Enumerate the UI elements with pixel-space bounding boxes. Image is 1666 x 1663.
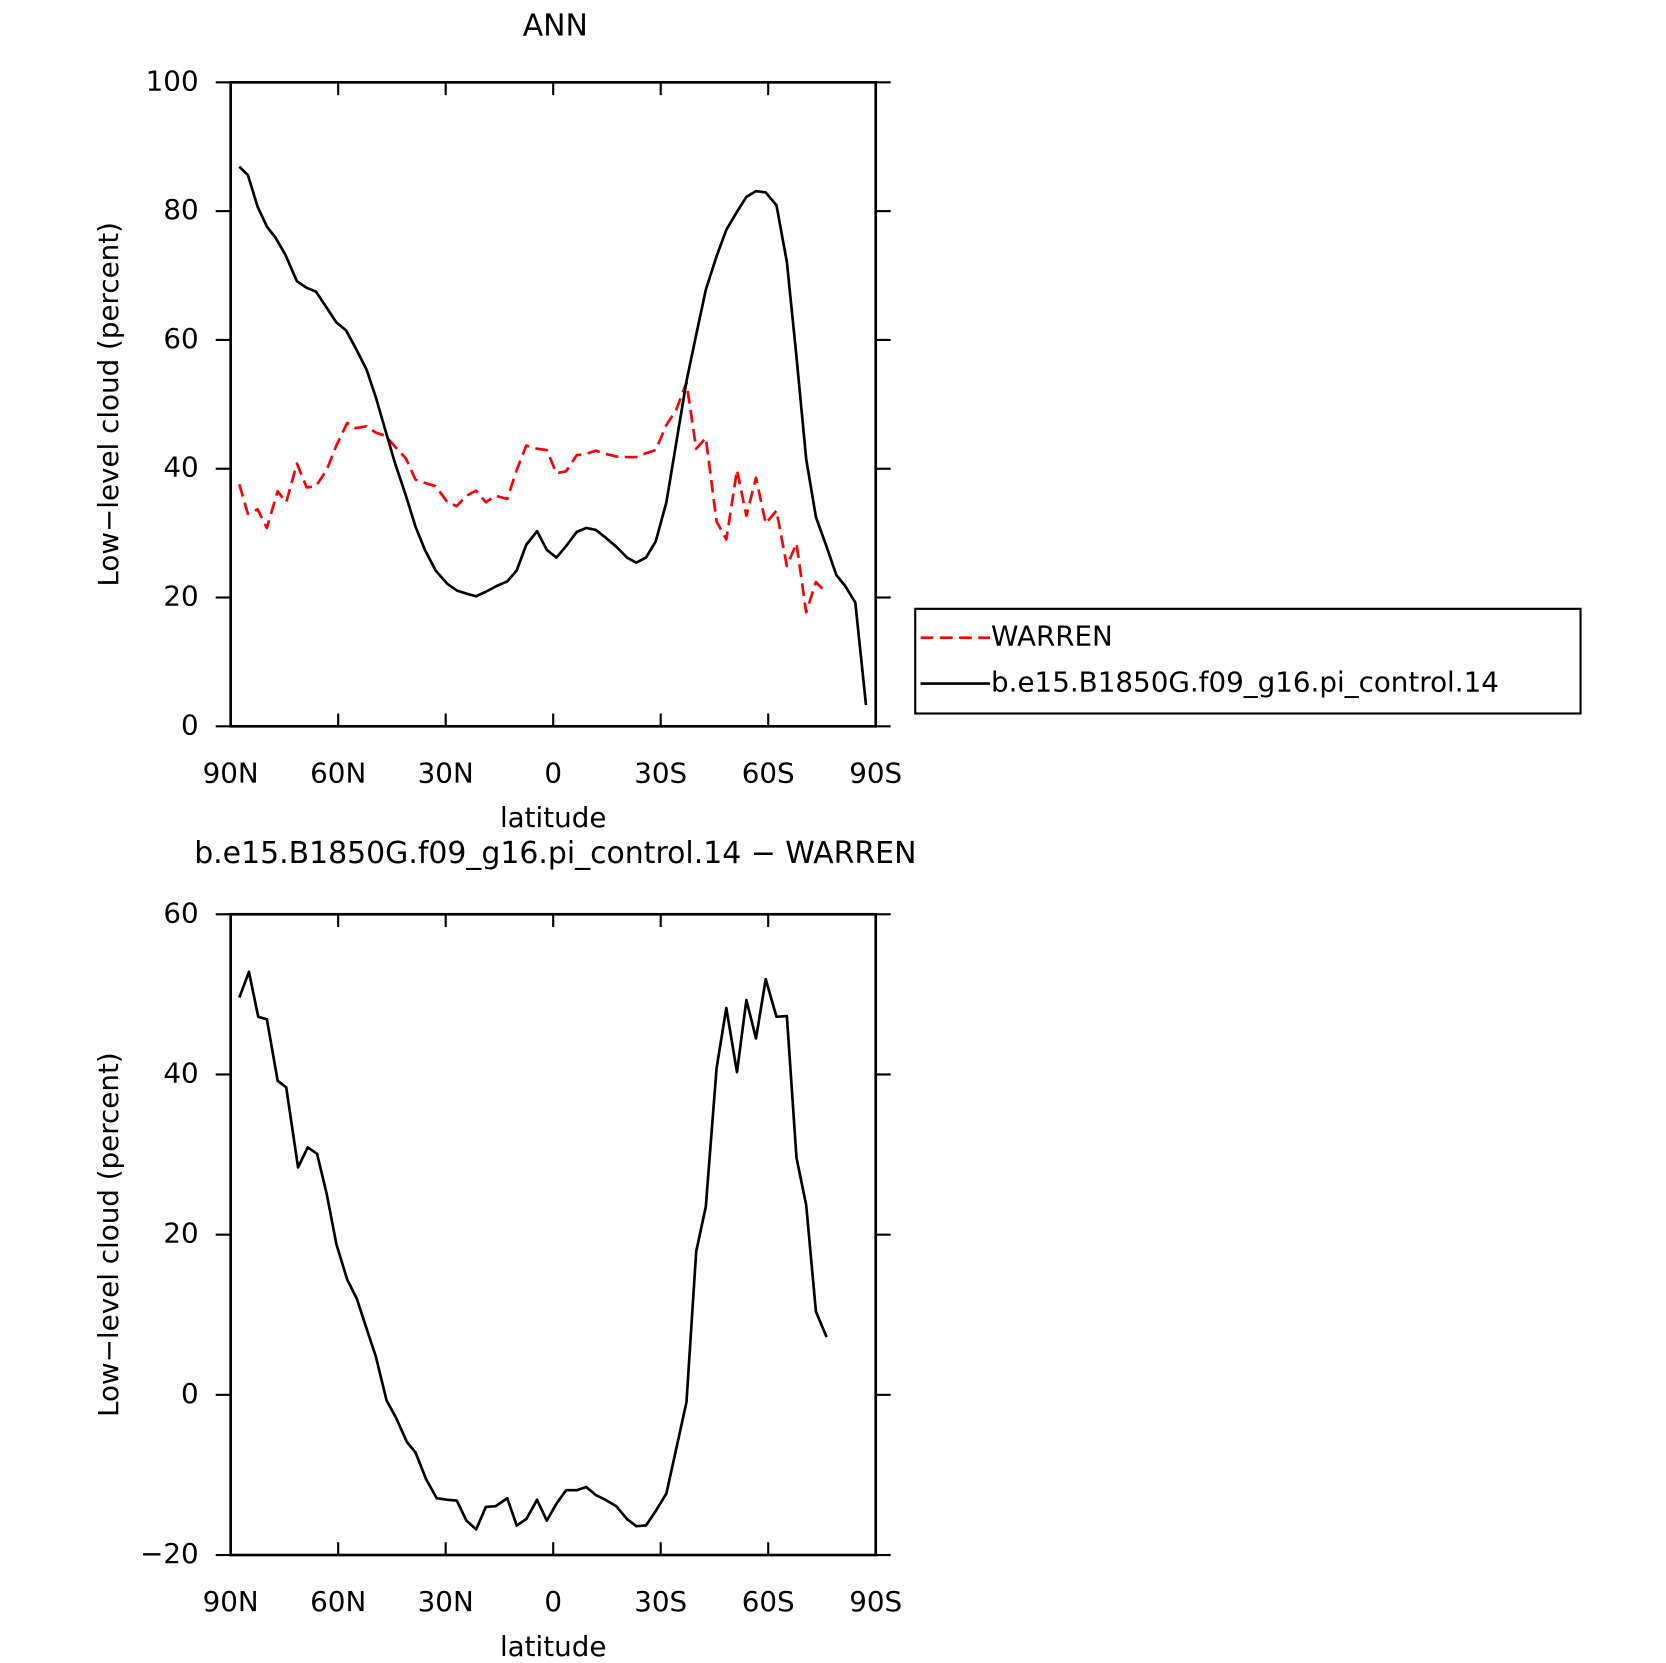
x-tick-label: 90N [203, 756, 259, 789]
x-tick-label: 30N [418, 1585, 474, 1618]
data-line [238, 165, 868, 706]
x-axis-label: latitude [500, 801, 606, 834]
legend-label: b.e15.B1850G.f09_g16.pi_control.14 [991, 666, 1499, 699]
y-tick-label: 60 [163, 322, 198, 355]
y-tick-label: 20 [163, 580, 198, 613]
x-tick-label: 30S [634, 1585, 687, 1618]
y-tick-label: 20 [163, 1217, 198, 1250]
x-tick-label: 60S [742, 756, 795, 789]
x-tick-label: 30S [634, 756, 687, 789]
plot-frame [229, 912, 878, 1557]
y-tick-label: 0 [181, 708, 199, 741]
y-axis-label: Low−level cloud (percent) [92, 222, 125, 587]
chart-title: ANN [523, 8, 588, 43]
x-tick-label: 90S [849, 1585, 902, 1618]
x-tick-label: 60N [310, 756, 366, 789]
x-tick-label: 60N [310, 1585, 366, 1618]
y-tick-label: 100 [146, 64, 199, 97]
x-axis-label: latitude [500, 1630, 606, 1663]
y-axis-label: Low−level cloud (percent) [92, 1052, 125, 1417]
y-tick-label: 0 [181, 1377, 199, 1410]
data-line [238, 970, 828, 1531]
x-tick-label: 90N [203, 1585, 259, 1618]
y-tick-label: 60 [163, 896, 198, 929]
x-tick-label: 60S [742, 1585, 795, 1618]
data-line [238, 381, 828, 614]
x-tick-label: 30N [418, 756, 474, 789]
y-tick-label: 40 [163, 1056, 198, 1089]
y-tick-label: 80 [163, 193, 198, 226]
x-tick-label: 0 [544, 756, 562, 789]
plot-frame [229, 80, 878, 728]
y-tick-label: 40 [163, 451, 198, 484]
legend-box [914, 607, 1582, 715]
y-tick-label: −20 [140, 1537, 199, 1570]
legend-label: WARREN [991, 620, 1113, 653]
chart-title: b.e15.B1850G.f09_g16.pi_control.14 − WAR… [194, 836, 916, 871]
x-tick-label: 90S [849, 756, 902, 789]
x-tick-label: 0 [544, 1585, 562, 1618]
